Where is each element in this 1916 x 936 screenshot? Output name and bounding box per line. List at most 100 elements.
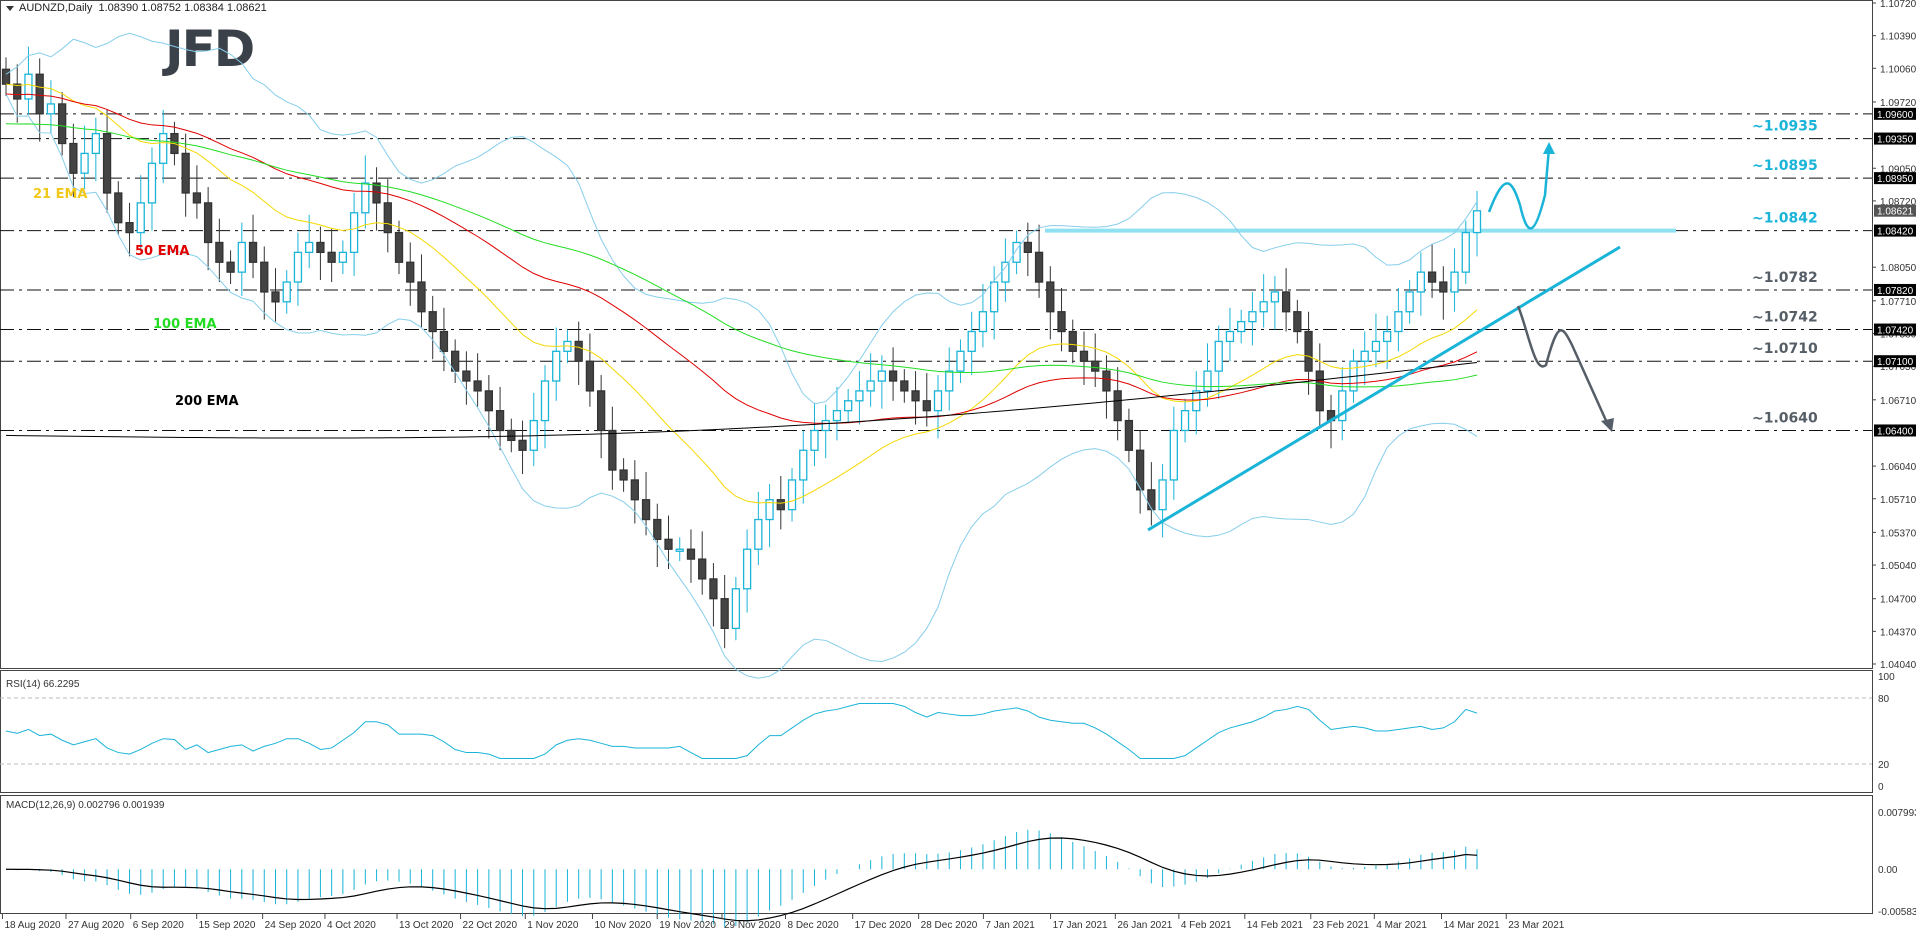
candle-bull: [799, 449, 808, 481]
rsi-tick-label: 100: [1878, 672, 1895, 683]
candle-bear: [641, 499, 651, 521]
candle-bear: [57, 103, 67, 145]
level-price-box: [1874, 172, 1916, 185]
level-price-box: [1874, 283, 1916, 296]
candle-bull: [91, 132, 100, 155]
date-tick-label: 4 Mar 2021: [1376, 920, 1427, 931]
candle-bear: [192, 192, 202, 204]
level-price-label: 1.07820: [1877, 286, 1914, 297]
candle-bull: [24, 73, 33, 100]
candle-bull: [731, 588, 741, 630]
price-tick-label: 1.04040: [1880, 660, 1916, 671]
symbol-label: AUDNZD,Daily: [19, 2, 93, 14]
candle-bear: [226, 261, 235, 273]
candle-bull: [1158, 479, 1167, 511]
dropdown-triangle-icon[interactable]: [6, 5, 14, 11]
rsi-line: [5, 703, 1478, 759]
bearish-projection-arrow: [1516, 305, 1610, 426]
candle-bull: [1180, 410, 1190, 432]
date-tick-label: 13 Oct 2020: [399, 920, 454, 931]
ema-100-line: [5, 123, 1478, 388]
level-price-label: 1.09350: [1877, 135, 1914, 146]
date-tick-label: 19 Nov 2020: [659, 920, 716, 931]
candle-bear: [13, 83, 22, 100]
date-tick-label: 4 Oct 2020: [327, 920, 376, 931]
date-tick-label: 6 Sep 2020: [133, 920, 185, 931]
candle-bear: [574, 340, 583, 362]
candle-bull: [1450, 271, 1459, 293]
candle-bull: [1472, 210, 1482, 234]
macd-signal-line: [5, 837, 1478, 922]
candle-bull: [1383, 330, 1392, 343]
level-price-box: [1874, 424, 1916, 437]
rsi-tick-label: 0: [1878, 782, 1884, 793]
date-tick-label: 17 Dec 2020: [855, 920, 912, 931]
ohlc-values: 1.08390 1.08752 1.08384 1.08621: [98, 2, 267, 14]
chart-title: AUDNZD,Daily 1.08390 1.08752 1.08384 1.0…: [6, 2, 267, 14]
candle-bear: [462, 370, 471, 382]
candle-bear: [473, 380, 482, 392]
main-panel-frame: [0, 0, 1873, 669]
candle-bull: [675, 548, 684, 552]
candle-bull: [787, 479, 797, 511]
rsi-panel-frame: [0, 670, 1873, 793]
date-tick-label: 10 Nov 2020: [594, 920, 651, 931]
candle-bear: [114, 192, 123, 224]
candle-bear: [35, 73, 44, 115]
candle-bear: [922, 400, 931, 412]
candle-bear: [69, 142, 78, 174]
price-tick-label: 1.10390: [1880, 32, 1916, 43]
candle-bull: [945, 370, 954, 392]
candle-bear: [608, 429, 617, 471]
candle-bull: [1169, 429, 1178, 481]
candle-bull: [855, 390, 864, 402]
ema-50-line: [5, 93, 1478, 424]
current-price-box: [1874, 204, 1916, 217]
rsi-title: RSI(14) 66.2295: [6, 679, 80, 690]
candle-bear: [1113, 390, 1122, 422]
level-price-box: [1874, 355, 1916, 368]
candle-bull: [1012, 241, 1021, 263]
level-price-box: [1874, 224, 1916, 237]
candle-bear: [1091, 360, 1100, 372]
candle-bull: [237, 241, 246, 273]
candle-bull: [159, 132, 168, 164]
candle-bear: [1124, 419, 1134, 451]
candle-bull: [933, 390, 943, 412]
price-tick-label: 1.06710: [1880, 396, 1916, 407]
candle-bull: [990, 281, 999, 313]
rsi-tick-label: 80: [1878, 694, 1890, 705]
candle-bull: [1203, 370, 1212, 392]
candle-bull: [866, 380, 875, 392]
date-tick-label: 7 Jan 2021: [985, 920, 1035, 931]
macd-panel-frame: [0, 795, 1873, 914]
candle-bear: [776, 499, 785, 511]
candle-bear: [1068, 330, 1077, 352]
candle-bear: [1293, 311, 1302, 333]
candle-bear: [585, 360, 595, 392]
date-tick-label: 26 Jan 2021: [1117, 920, 1172, 931]
candle-bear: [911, 390, 920, 402]
candle-bear: [484, 390, 493, 412]
candle-bear: [653, 518, 662, 540]
candle-bull: [1371, 340, 1381, 352]
candle-bear: [1135, 449, 1145, 491]
candle-bull: [1259, 301, 1268, 313]
candle-bear: [271, 291, 280, 303]
candle-bear: [1315, 370, 1324, 412]
date-tick-label: 15 Sep 2020: [199, 920, 256, 931]
candle-bear: [720, 598, 729, 630]
candle-bear: [181, 152, 190, 194]
date-tick-label: 29 Nov 2020: [724, 920, 781, 931]
candle-bear: [451, 350, 460, 372]
price-tick-label: 1.10720: [1880, 0, 1916, 10]
ema-label: 200 EMA: [175, 394, 239, 409]
date-tick-label: 18 Aug 2020: [4, 920, 61, 931]
candle-bear: [439, 330, 449, 352]
level-price-box: [1874, 132, 1916, 145]
candle-bull: [821, 419, 830, 432]
candle-bear: [1034, 251, 1044, 283]
candle-bull: [742, 548, 752, 590]
candle-bear: [1079, 350, 1089, 362]
